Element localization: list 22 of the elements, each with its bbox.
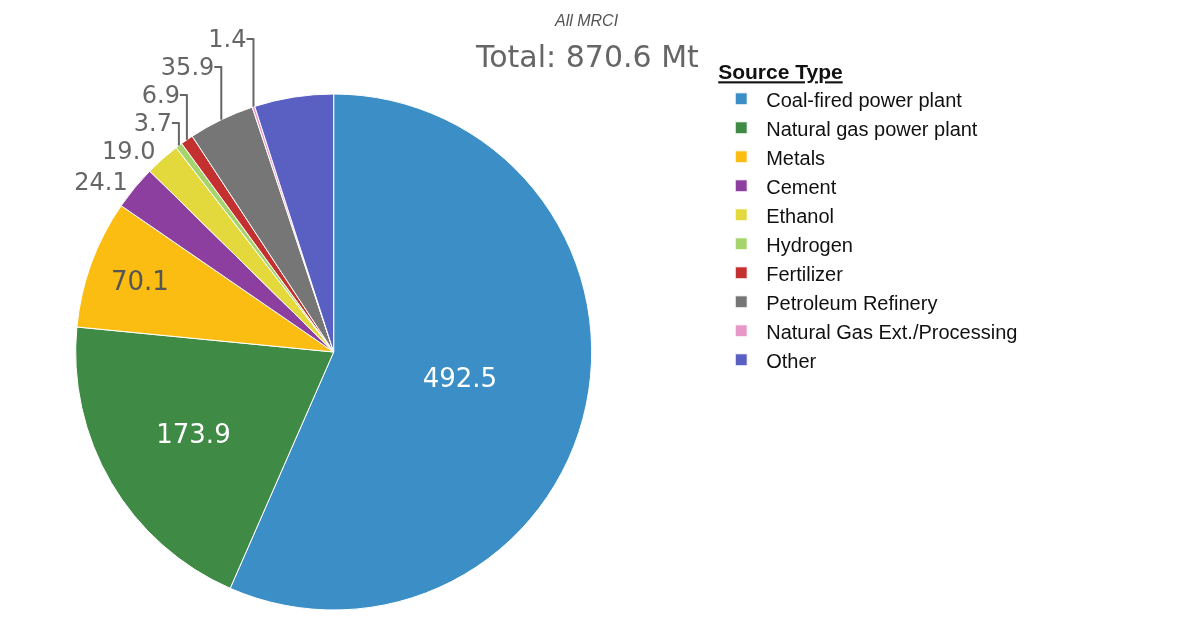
data-label: 1.4 <box>208 25 247 54</box>
legend-label: Coal-fired power plant <box>766 88 963 111</box>
data-label: 6.9 <box>141 81 180 110</box>
chart-subtitle: Total: 870.6 Mt <box>475 39 700 74</box>
data-label: 3.7 <box>133 109 172 138</box>
legend-label: Ethanol <box>766 204 835 227</box>
legend-label: Cement <box>766 175 837 198</box>
data-label: 19.0 <box>102 137 156 166</box>
legend-label: Hydrogen <box>766 233 853 256</box>
chart-title: All MRCI <box>554 12 619 29</box>
data-label: 173.9 <box>156 419 231 450</box>
legend-label: Natural Gas Ext./Processing <box>766 320 1018 343</box>
data-label: 35.9 <box>160 53 215 82</box>
data-label: 70.1 <box>110 266 169 297</box>
legend-label: Fertilizer <box>766 262 844 285</box>
legend-label: Metals <box>766 146 826 169</box>
legend-label: Other <box>766 349 817 372</box>
legend-label: Natural gas power plant <box>766 117 978 140</box>
legend-label: Petroleum Refinery <box>766 291 938 314</box>
legend-title: Source Type <box>718 60 843 84</box>
data-label: 24.1 <box>74 168 128 197</box>
data-label: 492.5 <box>422 363 498 394</box>
